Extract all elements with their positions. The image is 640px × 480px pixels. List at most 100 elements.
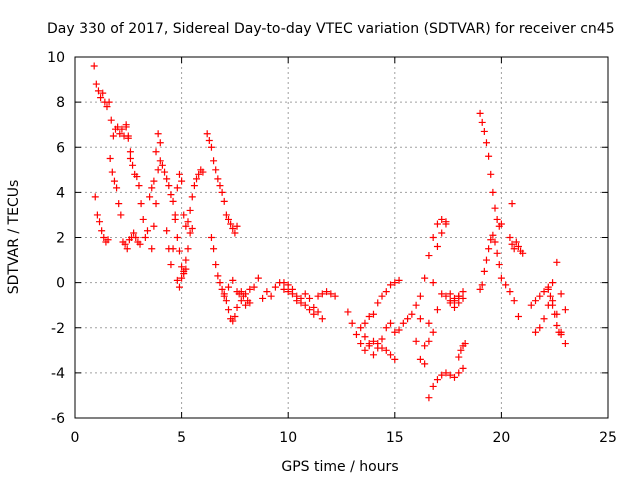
data-point <box>184 218 192 226</box>
data-point <box>387 351 395 359</box>
data-point <box>450 303 458 311</box>
data-point <box>361 333 369 341</box>
data-point <box>100 234 108 241</box>
data-point <box>222 297 230 305</box>
data-point <box>188 224 196 232</box>
data-point <box>429 279 437 287</box>
data-point <box>495 261 503 269</box>
data-point <box>493 215 501 223</box>
tick-labels: 0 5 10 15 20 25 -6 -4 -2 0 2 4 6 8 10 <box>47 50 617 446</box>
data-point <box>408 310 416 318</box>
data-point <box>218 285 226 293</box>
y-tick-label: 6 <box>56 140 65 156</box>
data-point <box>391 328 399 336</box>
data-point <box>246 299 254 307</box>
data-point <box>150 222 158 230</box>
data-point <box>425 252 433 260</box>
y-tick-label: 2 <box>56 231 65 247</box>
data-point <box>476 109 484 117</box>
data-point <box>188 193 196 201</box>
data-point <box>455 299 463 307</box>
data-point <box>225 283 233 291</box>
data-point <box>416 355 424 363</box>
data-point <box>225 306 233 314</box>
data-point <box>173 184 181 192</box>
data-point <box>476 285 484 293</box>
data-point <box>450 294 458 302</box>
data-point <box>148 245 156 253</box>
series-pass-s <box>476 109 505 230</box>
data-point <box>214 175 222 183</box>
data-point <box>480 267 488 275</box>
data-point <box>382 288 390 296</box>
data-point <box>126 148 134 156</box>
data-point <box>365 340 373 348</box>
data-point <box>425 319 433 327</box>
data-point <box>165 182 173 190</box>
data-point <box>139 215 147 223</box>
data-point <box>508 200 516 208</box>
data-point <box>352 331 360 339</box>
data-point <box>233 303 241 311</box>
data-point <box>433 243 441 251</box>
data-point <box>374 299 382 307</box>
data-point <box>150 177 158 185</box>
data-point <box>91 193 99 201</box>
data-point <box>233 288 241 296</box>
data-point <box>455 353 463 361</box>
data-point <box>429 328 437 336</box>
data-point <box>271 283 279 291</box>
data-point <box>123 245 131 253</box>
data-point <box>450 373 458 381</box>
data-point <box>378 335 386 343</box>
data-point <box>178 274 186 282</box>
data-point <box>378 292 386 300</box>
data-point <box>395 276 403 284</box>
data-point <box>510 245 518 253</box>
data-point <box>180 211 188 219</box>
data-point <box>551 310 559 318</box>
data-point <box>190 182 198 190</box>
data-point <box>557 331 565 339</box>
data-point <box>210 157 218 165</box>
data-point <box>280 285 288 293</box>
data-point <box>135 182 143 190</box>
data-point <box>365 312 373 320</box>
x-tick-label: 0 <box>71 430 80 446</box>
data-point <box>122 121 130 129</box>
data-point <box>207 143 215 151</box>
data-point <box>318 290 326 298</box>
data-point <box>267 292 275 300</box>
data-point <box>163 227 171 235</box>
data-point <box>478 281 486 289</box>
data-point <box>391 355 399 363</box>
data-point <box>514 243 522 251</box>
data-point <box>114 123 122 131</box>
y-tick-label: 0 <box>56 276 65 292</box>
data-point <box>132 234 140 241</box>
data-point <box>152 148 160 156</box>
data-point <box>361 319 369 327</box>
data-point <box>222 211 230 219</box>
y-tick-label: 4 <box>56 185 65 201</box>
data-point <box>357 324 365 332</box>
data-point <box>130 229 138 237</box>
data-point <box>369 310 377 318</box>
data-point <box>216 182 224 190</box>
series-pass-i <box>220 274 339 318</box>
data-point <box>318 315 326 323</box>
data-point <box>306 306 314 314</box>
data-point <box>301 290 309 298</box>
data-point <box>167 191 175 199</box>
data-points <box>90 62 569 402</box>
data-point <box>216 279 224 287</box>
data-point <box>532 297 540 305</box>
data-point <box>369 351 377 359</box>
data-point <box>561 340 569 348</box>
data-point <box>113 184 121 192</box>
y-tick-label: -4 <box>51 366 65 382</box>
data-point <box>502 281 510 289</box>
data-point <box>227 220 235 228</box>
data-point <box>115 200 123 208</box>
data-point <box>497 274 505 282</box>
